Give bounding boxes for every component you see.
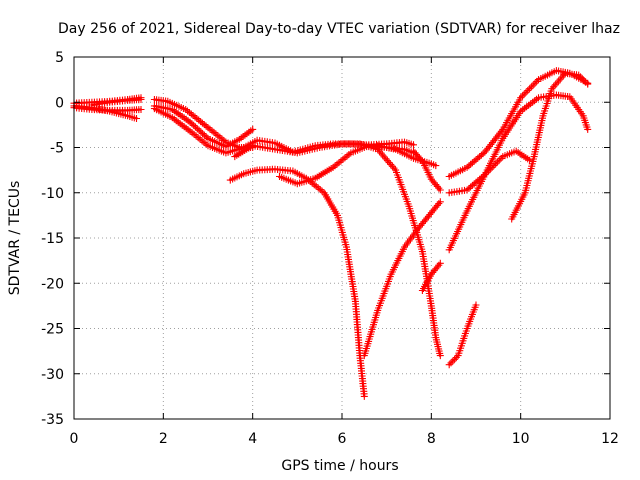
y-tick-label: -25 — [41, 322, 64, 338]
series-markers — [226, 165, 368, 400]
series-trace-19 — [508, 69, 592, 223]
series-trace-11 — [360, 198, 444, 360]
y-tick-label: 0 — [55, 95, 64, 111]
y-tick-label: 5 — [55, 50, 64, 66]
x-tick-label: 10 — [512, 431, 530, 447]
y-tick-label: -5 — [50, 141, 64, 157]
series-trace-14 — [418, 259, 444, 294]
series-markers — [150, 102, 257, 151]
y-tick-label: -20 — [41, 276, 64, 292]
x-tick-label: 6 — [338, 431, 347, 447]
series-trace-15 — [445, 301, 480, 369]
axis-ticks — [73, 56, 611, 420]
x-tick-label: 2 — [159, 431, 168, 447]
series-markers — [231, 140, 444, 360]
series-trace-16 — [445, 91, 592, 254]
x-tick-label: 0 — [70, 431, 79, 447]
y-tick-label: -35 — [41, 412, 64, 428]
x-axis-label: GPS time / hours — [281, 458, 398, 474]
y-tick-label: -30 — [41, 367, 64, 383]
x-tick-label: 8 — [427, 431, 436, 447]
series-markers — [410, 147, 444, 194]
y-tick-label: -15 — [41, 231, 64, 247]
chart-title: Day 256 of 2021, Sidereal Day-to-day VTE… — [58, 21, 620, 37]
x-tick-label: 4 — [248, 431, 257, 447]
series-trace-8 — [226, 165, 368, 400]
y-axis-label: SDTVAR / TECUs — [7, 181, 23, 296]
series-markers — [360, 198, 444, 360]
x-tick-label: 12 — [601, 431, 619, 447]
series-markers — [418, 259, 444, 294]
series-markers — [445, 301, 480, 369]
series-trace-7 — [150, 102, 257, 151]
series-trace-18 — [445, 147, 534, 197]
series-markers — [88, 96, 145, 109]
series-trace-12 — [374, 142, 440, 170]
y-tick-labels: -35 -30 -25 -20 -15 -10 -5 0 5 — [41, 50, 64, 428]
data-series — [70, 67, 592, 400]
series-markers — [445, 147, 534, 197]
y-tick-label: -10 — [41, 186, 64, 202]
grid-lines — [74, 57, 610, 419]
series-markers — [508, 69, 592, 223]
x-tick-labels: 0 2 4 6 8 10 12 — [70, 431, 619, 447]
series-trace-13 — [410, 147, 444, 194]
series-trace-4 — [88, 96, 145, 109]
